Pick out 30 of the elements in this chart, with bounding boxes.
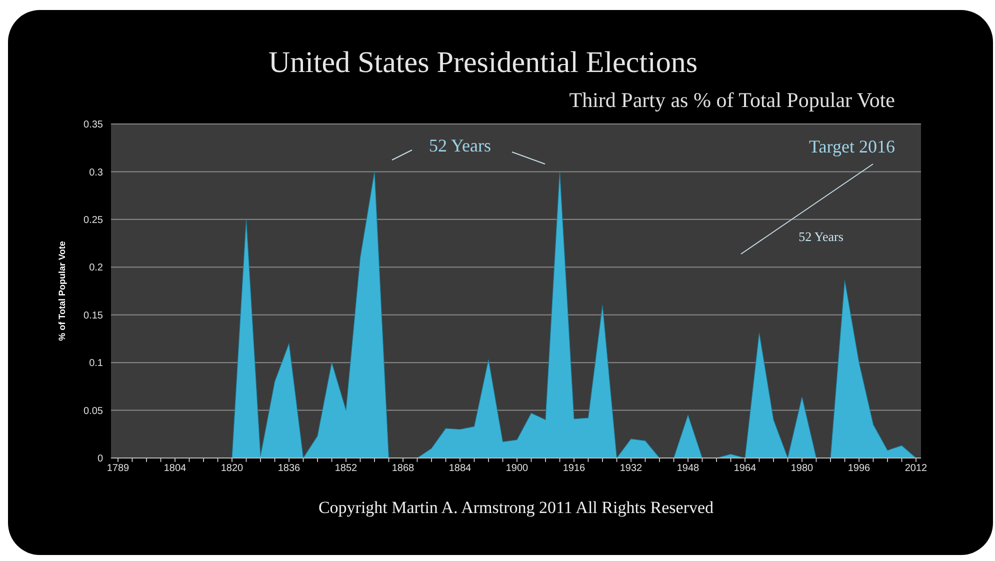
y-tick-label: 0.1 bbox=[89, 358, 104, 370]
text: Copyright Martin A. Armstrong 2011 All Rights Reserved bbox=[318, 498, 714, 518]
y-tick-label: 0.2 bbox=[89, 262, 104, 274]
y-tick-label: 0.25 bbox=[84, 214, 104, 226]
x-tick-label: 1868 bbox=[392, 463, 415, 474]
chart-subtitle: Third Party as % of Total Popular Vote bbox=[569, 88, 895, 113]
x-tick-label: 1900 bbox=[506, 463, 529, 474]
x-tick-label: 1852 bbox=[334, 463, 358, 474]
x-tick-label: 1789 bbox=[106, 463, 130, 474]
x-tick-label: 1980 bbox=[790, 463, 814, 474]
y-axis-title: % of Total Popular Vote bbox=[57, 241, 68, 341]
x-tick-label: 1820 bbox=[220, 463, 244, 474]
x-tick-label: 1964 bbox=[734, 463, 757, 474]
annotation: 52 Years bbox=[428, 136, 492, 156]
x-tick-label: 1884 bbox=[448, 463, 472, 474]
y-tick-label: 0.15 bbox=[84, 310, 104, 322]
y-tick-label: 0.3 bbox=[89, 167, 104, 178]
y-tick-label: 0 bbox=[97, 454, 104, 465]
x-tick-label: 2012 bbox=[904, 463, 928, 474]
x-tick-label: 1804 bbox=[164, 463, 187, 474]
x-tick-label: 1916 bbox=[562, 463, 586, 474]
chart-title: United States Presidential Elections bbox=[267, 46, 699, 80]
annotation: 52 Years bbox=[798, 229, 844, 245]
x-tick-label: 1996 bbox=[848, 463, 871, 474]
x-tick-label: 1836 bbox=[278, 463, 301, 474]
y-tick-label: 0.05 bbox=[84, 406, 104, 417]
y-tick-label: 0.35 bbox=[84, 120, 104, 131]
annotation: Target 2016 bbox=[809, 136, 895, 158]
x-tick-label: 1932 bbox=[620, 463, 643, 474]
x-tick-label: 1948 bbox=[676, 463, 700, 474]
